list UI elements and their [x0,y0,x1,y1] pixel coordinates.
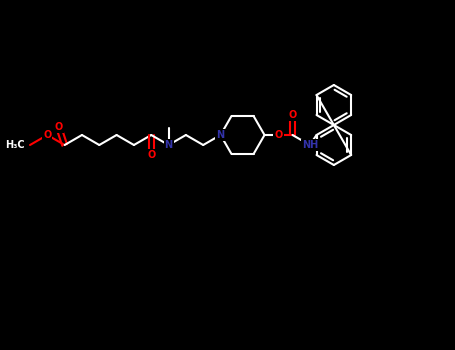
Text: O: O [147,150,155,160]
Text: O: O [55,122,63,132]
Text: H₃C: H₃C [5,140,25,150]
Text: O: O [274,130,283,140]
Text: N: N [165,140,172,150]
Text: NH: NH [302,140,318,150]
Text: N: N [217,130,225,140]
Text: O: O [288,110,297,120]
Text: O: O [43,130,51,140]
